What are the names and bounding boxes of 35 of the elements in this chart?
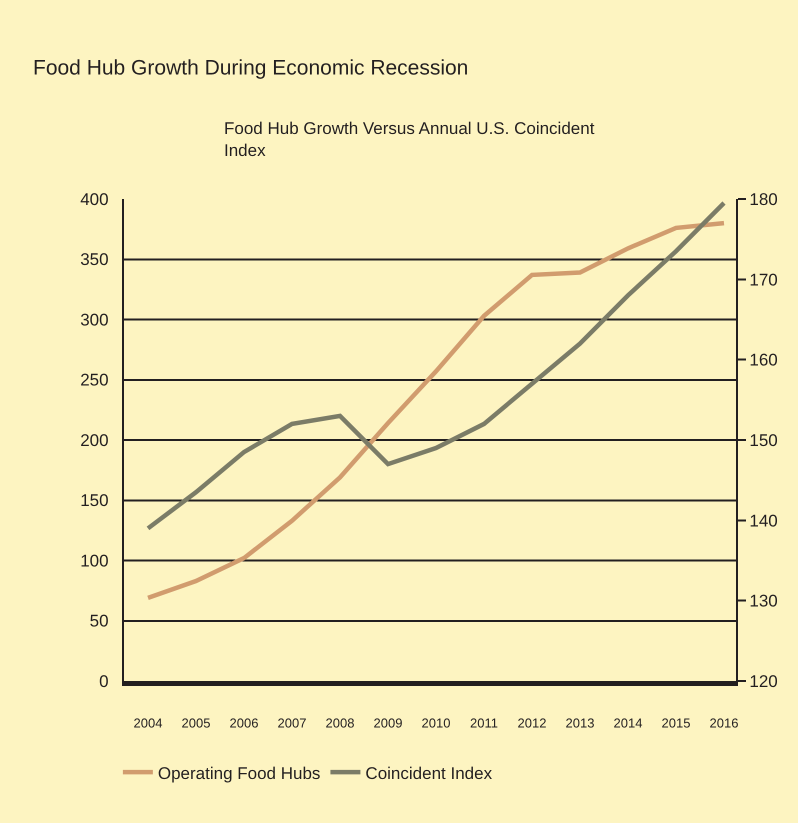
y2-tick-label: 120 [749,672,778,691]
x-tick-label: 2010 [422,716,450,731]
y-tick-label: 50 [90,612,109,631]
y-tick-label: 350 [80,250,109,270]
y2-tick-label: 130 [749,592,778,611]
y2-tick-label: 160 [749,350,778,370]
y-tick-label: 400 [80,190,109,209]
y-tick-label: 200 [80,430,109,450]
y2-tick-label: 150 [749,430,778,450]
line-series [146,200,726,531]
x-tick-label: 2013 [566,716,594,731]
y-tick-label: 250 [80,370,109,390]
y2-tick-label: 170 [749,270,778,290]
legend-label: Coincident Index [365,764,493,783]
x-tick-label: 2015 [662,716,690,731]
y-tick-label: 100 [80,551,109,570]
x-tick-label: 2014 [614,716,642,731]
x-tick-label: 2007 [278,716,306,731]
x-tick-label: 2004 [134,716,162,731]
line-series [146,220,726,600]
y-tick-label: 0 [99,672,109,691]
x-tick-label: 2016 [710,716,738,731]
x-tick-label: 2005 [182,716,210,731]
y-tick-label: 150 [80,491,109,510]
y2-tick-label: 180 [749,190,778,209]
x-tick-label: 2009 [374,716,402,731]
y2-tick-label: 140 [749,511,778,530]
x-tick-label: 2011 [470,716,498,731]
chart-subtitle: Food Hub Growth Versus Annual U.S. Coincident Index [224,119,595,160]
y-tick-label: 300 [80,310,109,330]
x-tick-label: 2006 [230,716,258,731]
chart-title: Food Hub Growth During Economic Recession [33,56,468,80]
x-tick-label: 2012 [518,716,546,731]
x-tick-label: 2008 [326,716,354,731]
legend-label: Operating Food Hubs [158,764,320,783]
